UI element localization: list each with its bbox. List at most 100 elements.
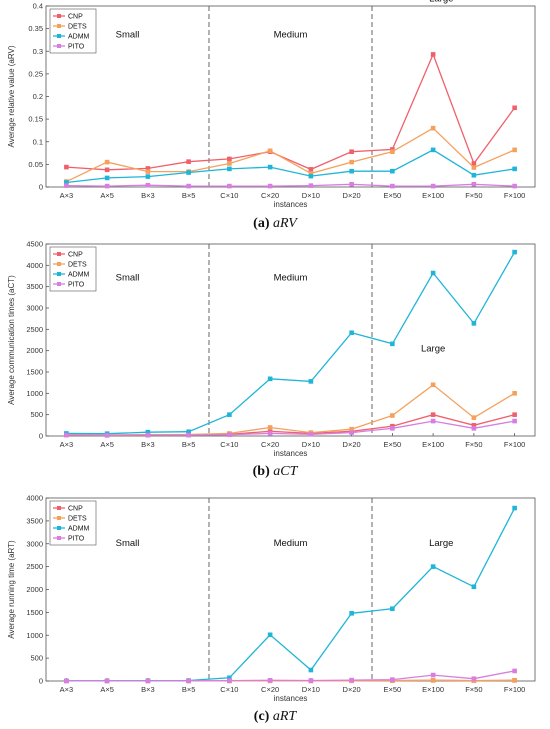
caption-name: aCT bbox=[273, 464, 298, 479]
x-tick-label: C×10 bbox=[220, 440, 238, 449]
y-tick-label: 0.1 bbox=[33, 137, 43, 146]
region-label: Medium bbox=[274, 538, 308, 549]
data-point-pito bbox=[308, 183, 314, 188]
x-tick-label: C×20 bbox=[261, 440, 279, 449]
data-point-cnp bbox=[145, 166, 151, 171]
caption-act: (b) aCT bbox=[0, 464, 550, 480]
plot-frame bbox=[45, 243, 536, 437]
caption-arv: (a) aRV bbox=[0, 216, 550, 232]
data-point-pito bbox=[186, 183, 191, 189]
data-point-dets bbox=[471, 415, 477, 420]
x-tick-label: E×50 bbox=[384, 685, 402, 694]
plot-frame bbox=[45, 497, 536, 682]
data-point-pito bbox=[145, 432, 151, 438]
series-line-cnp bbox=[66, 52, 516, 171]
y-tick-label: 500 bbox=[30, 410, 43, 419]
data-point-admm bbox=[308, 173, 314, 179]
data-point-admm bbox=[512, 249, 517, 255]
data-point-pito bbox=[104, 183, 110, 189]
legend-entry: DETS bbox=[68, 516, 87, 523]
data-point-dets bbox=[430, 382, 436, 388]
data-point-pito bbox=[471, 181, 477, 187]
data-point-pito bbox=[64, 678, 69, 684]
x-axis-label: instances bbox=[274, 200, 308, 209]
y-tick-label: 0 bbox=[39, 432, 43, 441]
y-tick-label: 0 bbox=[39, 183, 43, 192]
x-tick-label: B×5 bbox=[182, 191, 196, 200]
legend-swatch-marker bbox=[57, 262, 61, 266]
data-point-admm bbox=[349, 168, 354, 174]
data-point-cnp bbox=[308, 167, 314, 172]
data-point-admm bbox=[186, 170, 191, 175]
x-tick-label: A×3 bbox=[60, 440, 74, 449]
data-point-dets bbox=[512, 391, 517, 396]
data-point-pito bbox=[267, 678, 273, 683]
data-point-cnp bbox=[512, 412, 517, 417]
data-point-pito bbox=[267, 183, 273, 189]
data-point-pito bbox=[186, 432, 191, 438]
data-point-admm bbox=[390, 168, 395, 174]
y-tick-label: 1500 bbox=[26, 608, 43, 617]
series-line-dets bbox=[66, 383, 515, 436]
x-tick-label: F×100 bbox=[504, 191, 525, 200]
region-label: Large bbox=[421, 344, 445, 355]
y-tick-label: 3500 bbox=[26, 516, 43, 525]
data-point-admm bbox=[390, 606, 395, 612]
data-point-admm bbox=[390, 341, 395, 347]
series-line-pito bbox=[66, 420, 515, 437]
data-point-cnp bbox=[64, 164, 69, 170]
x-tick-label: B×3 bbox=[141, 440, 155, 449]
data-point-admm bbox=[471, 321, 477, 326]
data-point-dets bbox=[390, 149, 395, 155]
data-point-dets bbox=[430, 678, 436, 683]
series-line-pito bbox=[66, 183, 515, 187]
chart-act: 0 500 1000 1500 2000 2500 3000 3500 4000 4500 A×3 A… bbox=[7, 240, 536, 458]
x-tick-label: C×10 bbox=[220, 685, 238, 694]
data-point-pito bbox=[390, 183, 395, 189]
data-point-pito bbox=[390, 426, 395, 431]
data-point-admm bbox=[471, 584, 477, 590]
x-tick-label: D×10 bbox=[302, 191, 320, 200]
data-point-dets bbox=[390, 413, 395, 418]
data-point-dets bbox=[512, 147, 517, 153]
legend-swatch-marker bbox=[57, 272, 61, 276]
data-point-admm bbox=[512, 505, 517, 511]
data-point-admm bbox=[267, 632, 273, 638]
legend-entry: ADMM bbox=[68, 526, 90, 533]
legend-entry: PITO bbox=[68, 536, 85, 543]
data-point-dets bbox=[471, 165, 477, 170]
x-tick-label: E×100 bbox=[422, 191, 444, 200]
caption-letter: (b) bbox=[252, 464, 270, 479]
y-tick-label: 0.15 bbox=[28, 115, 43, 124]
caption-name: aRV bbox=[272, 216, 297, 231]
y-tick-label: 3500 bbox=[26, 282, 43, 291]
data-point-dets bbox=[227, 161, 232, 166]
data-point-dets bbox=[349, 159, 354, 165]
legend-entry: ADMM bbox=[68, 272, 90, 279]
region-label: Medium bbox=[274, 272, 308, 283]
data-point-cnp bbox=[349, 149, 354, 155]
chart-arv: 0 0.05 0.1 0.15 0.2 0.25 0.3 0.35 0.4 A×3 A×5 B×3 B×… bbox=[7, 0, 536, 209]
y-tick-label: 500 bbox=[30, 654, 43, 663]
x-tick-label: F×50 bbox=[465, 191, 482, 200]
data-point-pito bbox=[227, 183, 232, 189]
data-point-admm bbox=[512, 166, 517, 172]
series-line-admm bbox=[66, 251, 516, 435]
x-tick-label: F×50 bbox=[465, 440, 482, 449]
data-point-admm bbox=[267, 164, 273, 170]
data-point-pito bbox=[430, 183, 436, 189]
data-point-admm bbox=[227, 412, 232, 417]
data-point-admm bbox=[267, 376, 273, 382]
data-point-pito bbox=[64, 432, 69, 438]
data-point-admm bbox=[145, 429, 151, 435]
data-point-pito bbox=[227, 432, 232, 438]
series-line-admm bbox=[66, 149, 515, 184]
data-point-pito bbox=[512, 418, 517, 424]
x-tick-label: F×100 bbox=[504, 440, 525, 449]
series-line-dets bbox=[66, 127, 515, 183]
x-tick-label: A×5 bbox=[100, 191, 114, 200]
data-point-pito bbox=[145, 678, 151, 684]
data-point-cnp bbox=[186, 159, 191, 164]
data-point-pito bbox=[512, 668, 517, 674]
data-point-dets bbox=[267, 425, 273, 430]
